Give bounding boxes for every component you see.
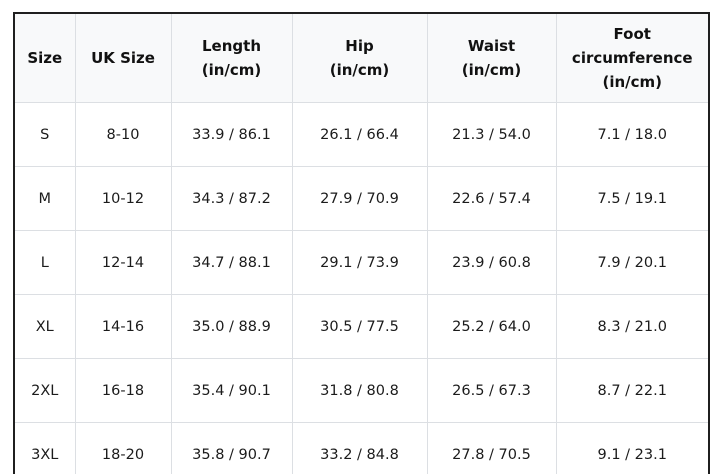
- cell-uk: 8-10: [74, 102, 172, 167]
- cell-hip: 27.9 / 70.9: [291, 166, 428, 231]
- cell-foot: 7.5 / 19.1: [555, 166, 710, 231]
- column-header-label: Hip: [345, 37, 374, 55]
- cell-hip: 33.2 / 84.8: [291, 422, 428, 474]
- cell-uk: 18-20: [74, 422, 172, 474]
- cell-uk: 16-18: [74, 358, 172, 423]
- cell-uk: 12-14: [74, 230, 172, 295]
- table-row-3xl: 3XL 18-20 35.8 / 90.7 33.2 / 84.8 27.8 /…: [13, 422, 710, 474]
- cell-foot: 7.1 / 18.0: [555, 102, 710, 167]
- table-row-m: M 10-12 34.3 / 87.2 27.9 / 70.9 22.6 / 5…: [13, 166, 710, 231]
- column-header-unit: (in/cm): [461, 61, 522, 79]
- cell-waist: 25.2 / 64.0: [426, 294, 557, 359]
- column-header-unit: (in/cm): [329, 61, 390, 79]
- table-row-2xl: 2XL 16-18 35.4 / 90.1 31.8 / 80.8 26.5 /…: [13, 358, 710, 423]
- cell-size: 2XL: [13, 358, 76, 423]
- column-header-label: UK Size: [91, 49, 155, 67]
- cell-waist: 27.8 / 70.5: [426, 422, 557, 474]
- column-header-unit: (in/cm): [602, 73, 663, 91]
- column-header-unit: (in/cm): [201, 61, 262, 79]
- cell-uk: 10-12: [74, 166, 172, 231]
- cell-size: M: [13, 166, 76, 231]
- header-row: Size UK Size Length (in/cm) Hip (in/cm) …: [13, 12, 710, 103]
- cell-uk: 14-16: [74, 294, 172, 359]
- cell-size: 3XL: [13, 422, 76, 474]
- column-header-waist: Waist (in/cm): [426, 12, 557, 103]
- cell-length: 35.8 / 90.7: [170, 422, 293, 474]
- column-header-size: Size: [13, 12, 76, 103]
- cell-length: 35.0 / 88.9: [170, 294, 293, 359]
- cell-hip: 30.5 / 77.5: [291, 294, 428, 359]
- table-header: Size UK Size Length (in/cm) Hip (in/cm) …: [13, 12, 710, 103]
- column-header-hip: Hip (in/cm): [291, 12, 428, 103]
- column-header-uk-size: UK Size: [74, 12, 172, 103]
- column-header-label: Foot circumference: [571, 25, 693, 67]
- cell-length: 33.9 / 86.1: [170, 102, 293, 167]
- table-row-l: L 12-14 34.7 / 88.1 29.1 / 73.9 23.9 / 6…: [13, 230, 710, 295]
- column-header-foot-circumference: Foot circumference (in/cm): [555, 12, 710, 103]
- cell-foot: 8.7 / 22.1: [555, 358, 710, 423]
- cell-foot: 9.1 / 23.1: [555, 422, 710, 474]
- column-header-length: Length (in/cm): [170, 12, 293, 103]
- cell-length: 34.7 / 88.1: [170, 230, 293, 295]
- column-header-label: Length: [202, 37, 261, 55]
- cell-waist: 23.9 / 60.8: [426, 230, 557, 295]
- cell-waist: 22.6 / 57.4: [426, 166, 557, 231]
- table-body: S 8-10 33.9 / 86.1 26.1 / 66.4 21.3 / 54…: [13, 102, 710, 474]
- cell-hip: 29.1 / 73.9: [291, 230, 428, 295]
- cell-size: L: [13, 230, 76, 295]
- cell-waist: 21.3 / 54.0: [426, 102, 557, 167]
- column-header-label: Size: [27, 49, 63, 67]
- cell-hip: 26.1 / 66.4: [291, 102, 428, 167]
- cell-foot: 7.9 / 20.1: [555, 230, 710, 295]
- cell-foot: 8.3 / 21.0: [555, 294, 710, 359]
- cell-hip: 31.8 / 80.8: [291, 358, 428, 423]
- cell-size: XL: [13, 294, 76, 359]
- size-chart-table: Size UK Size Length (in/cm) Hip (in/cm) …: [13, 12, 710, 474]
- cell-length: 34.3 / 87.2: [170, 166, 293, 231]
- cell-size: S: [13, 102, 76, 167]
- table-row-xl: XL 14-16 35.0 / 88.9 30.5 / 77.5 25.2 / …: [13, 294, 710, 359]
- cell-length: 35.4 / 90.1: [170, 358, 293, 423]
- column-header-label: Waist: [467, 37, 516, 55]
- table-row-s: S 8-10 33.9 / 86.1 26.1 / 66.4 21.3 / 54…: [13, 102, 710, 167]
- cell-waist: 26.5 / 67.3: [426, 358, 557, 423]
